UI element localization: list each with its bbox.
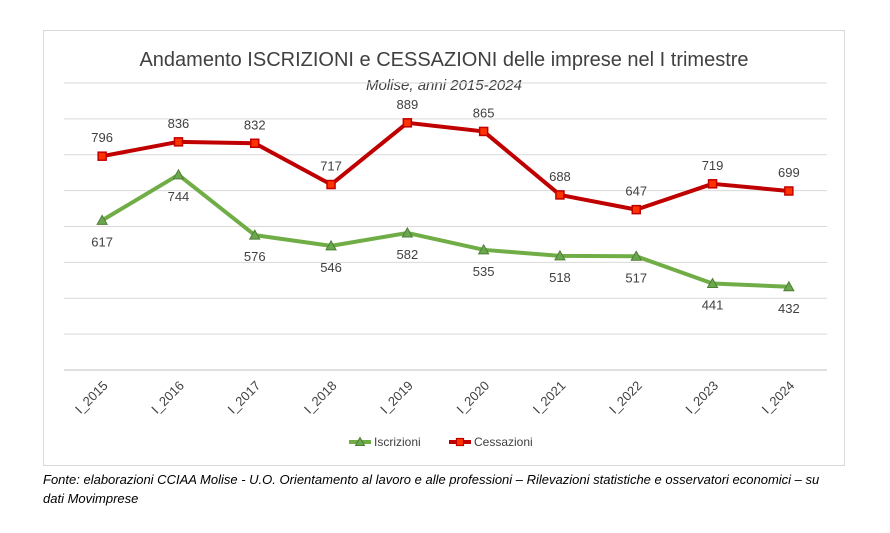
- data-label: 517: [625, 270, 647, 285]
- data-label: 535: [473, 264, 495, 279]
- chart-frame: Andamento ISCRIZIONI e CESSAZIONI delle …: [43, 30, 845, 466]
- data-point: [326, 179, 336, 190]
- data-point: [554, 249, 566, 261]
- data-point: [172, 168, 185, 180]
- data-label: 832: [244, 117, 266, 132]
- data-label: 836: [168, 116, 190, 131]
- data-label: 617: [91, 234, 113, 249]
- data-point: [707, 179, 718, 189]
- data-label: 796: [91, 130, 113, 145]
- data-labels: 617 744 576 546 582 535 518 517 441 432 796 836 832 7…: [91, 97, 799, 316]
- x-tick-label: I_2018: [301, 378, 340, 417]
- data-label: 688: [549, 169, 571, 184]
- legend: Iscrizioni Cessazioni: [349, 435, 533, 449]
- x-tick-label: I_2020: [453, 378, 492, 417]
- chart-title: Andamento ISCRIZIONI e CESSAZIONI delle …: [139, 49, 748, 71]
- data-point: [250, 138, 260, 149]
- data-point: [477, 243, 490, 255]
- source-note: Fonte: elaborazioni CCIAA Molise - U.O. …: [43, 472, 820, 506]
- data-label: 647: [625, 184, 647, 199]
- series-layer: [96, 118, 795, 292]
- x-tick-label: I_2016: [148, 378, 187, 417]
- data-point: [96, 214, 108, 225]
- data-label: 582: [396, 247, 418, 262]
- legend-label: Iscrizioni: [374, 435, 421, 449]
- data-point: [630, 250, 643, 261]
- data-point: [783, 280, 795, 292]
- data-label: 432: [778, 301, 800, 316]
- legend-marker: [455, 437, 465, 447]
- data-point: [401, 226, 414, 238]
- x-tick-label: I_2024: [759, 378, 798, 417]
- data-point: [173, 137, 184, 147]
- data-label: 546: [320, 260, 342, 275]
- data-label: 699: [778, 165, 800, 180]
- data-point: [478, 126, 489, 137]
- x-tick-label: I_2015: [72, 378, 111, 417]
- gridlines: [64, 82, 827, 371]
- x-tick-label: I_2017: [225, 378, 264, 417]
- data-label: 518: [549, 270, 571, 285]
- data-point: [631, 204, 641, 215]
- data-point: [706, 277, 719, 289]
- data-point: [97, 151, 107, 161]
- data-point: [248, 229, 261, 240]
- series-line-cessazioni: [100, 120, 791, 212]
- x-axis: I_2015 I_2016 I_2017 I_2018 I_2019 I_2020 I_20…: [72, 378, 797, 417]
- data-label: 717: [320, 159, 342, 174]
- x-tick-label: I_2022: [606, 378, 645, 417]
- data-label: 576: [244, 249, 266, 264]
- x-tick-label: I_2021: [530, 378, 569, 417]
- legend-marker: [354, 436, 366, 446]
- series-line-iscrizioni: [100, 172, 791, 289]
- x-tick-label: I_2023: [682, 378, 721, 417]
- data-label: 744: [168, 189, 190, 204]
- data-label: 889: [396, 97, 418, 112]
- data-label: 865: [473, 105, 495, 120]
- data-point: [784, 186, 794, 196]
- data-point: [325, 239, 337, 251]
- data-label: 441: [702, 298, 724, 313]
- x-tick-label: I_2019: [377, 378, 416, 417]
- data-label: 719: [702, 158, 724, 173]
- data-point: [402, 118, 413, 128]
- legend-label: Cessazioni: [474, 435, 533, 449]
- line-chart: Andamento ISCRIZIONI e CESSAZIONI delle …: [64, 49, 827, 449]
- chart-subtitle: Molise, anni 2015-2024: [366, 77, 522, 94]
- data-point: [555, 190, 565, 200]
